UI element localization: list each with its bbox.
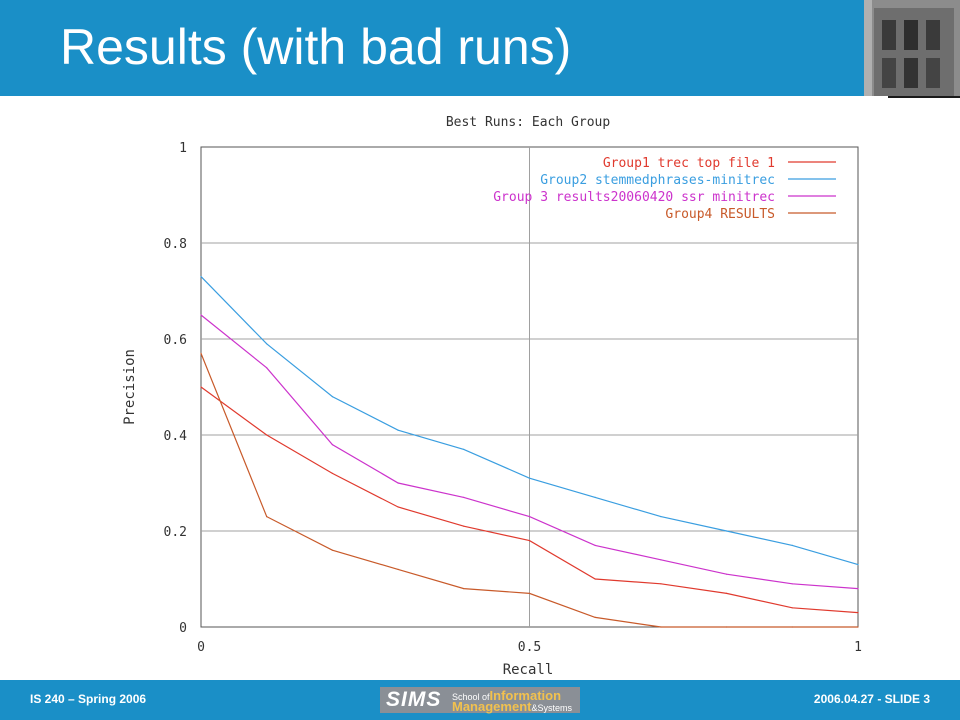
series-4-point — [791, 626, 793, 628]
series-1-point — [791, 607, 793, 609]
series-layer — [200, 276, 859, 628]
legend-label-4: Group4 RESULTS — [665, 207, 775, 222]
slide-title: Results (with bad runs) — [60, 19, 572, 75]
series-2-point — [791, 544, 793, 546]
y-tick-label: 0.6 — [164, 333, 187, 348]
series-3-point — [528, 516, 531, 518]
series-3-point — [726, 573, 728, 575]
series-3-point — [200, 314, 202, 316]
series-1-point — [594, 578, 596, 580]
y-tick-label: 0 — [179, 621, 187, 636]
series-4-point — [594, 616, 596, 619]
logo-school-of: School of — [452, 692, 490, 702]
series-4-point — [331, 549, 333, 551]
y-axis-label: Precision — [122, 349, 138, 425]
series-4-point — [726, 626, 728, 628]
legend-label-2: Group2 stemmedphrases-minitrec — [540, 173, 775, 188]
precision-recall-chart: Best Runs: Each Group 0 0.2 0.4 0.6 0.8 1 0 0.5… — [122, 115, 862, 678]
series-4-point — [857, 626, 859, 628]
series-1-point — [463, 525, 465, 527]
series-2-point — [200, 276, 202, 278]
series-2-point — [726, 530, 728, 532]
legend-label-1: Group1 trec top file 1 — [603, 156, 775, 171]
series-3-point — [660, 559, 662, 561]
photo-rule — [888, 96, 960, 98]
series-3-point — [791, 583, 793, 585]
series-1-point — [397, 506, 399, 508]
series-2-point — [660, 516, 662, 518]
series-1-point — [857, 612, 859, 614]
y-tick-label: 1 — [179, 141, 187, 156]
series-1-point — [528, 540, 531, 542]
grid-layer — [201, 147, 858, 627]
series-4-point — [266, 516, 268, 518]
series-4-point — [528, 592, 531, 594]
course-label: IS 240 – Spring 2006 — [30, 692, 147, 706]
series-2-point — [331, 396, 333, 398]
chart-title: Best Runs: Each Group — [446, 115, 611, 130]
logo-and-systems: &Systems — [531, 703, 572, 713]
slide-number: 2006.04.27 - SLIDE 3 — [813, 692, 930, 706]
header-bar: Results (with bad runs) — [0, 0, 864, 96]
series-1-point — [200, 386, 202, 388]
tick-layer: 0 0.2 0.4 0.6 0.8 1 0 0.5 1 — [164, 141, 862, 655]
logo-management: Management — [452, 699, 532, 714]
series-3-point — [594, 544, 596, 546]
series-2-point — [463, 448, 465, 450]
series-3-point — [463, 496, 465, 498]
series-1-point — [660, 583, 662, 585]
x-axis-label: Recall — [503, 662, 554, 678]
footer-bar: IS 240 – Spring 2006 SIMS School ofInfor… — [0, 680, 960, 720]
series-3-point — [331, 444, 333, 446]
x-tick-label: 0 — [197, 640, 205, 655]
series-3-point — [397, 482, 399, 484]
y-tick-label: 0.2 — [164, 525, 187, 540]
legend: Group1 trec top file 1 Group2 stemmedphra… — [493, 156, 836, 222]
series-1-point — [726, 592, 728, 594]
series-1-point — [266, 434, 268, 436]
series-2-point — [397, 429, 399, 431]
series-2-point — [528, 477, 531, 479]
series-2-point — [857, 564, 859, 566]
series-2-point — [594, 496, 596, 498]
series-1-point — [331, 472, 333, 474]
logo-line-2: Management&Systems — [452, 698, 572, 716]
legend-label-3: Group 3 results20060420 ssr minitrec — [493, 190, 775, 205]
series-3-point — [266, 367, 268, 369]
logo-line-1: School ofInformation — [452, 687, 561, 705]
series-4-point — [660, 626, 662, 628]
building-photo — [864, 0, 960, 96]
sims-logo: SIMS School ofInformation Management&Sys… — [380, 687, 580, 716]
logo-information: Information — [489, 688, 562, 703]
series-4-point — [200, 352, 202, 354]
y-tick-label: 0.4 — [164, 429, 188, 444]
series-2-point — [266, 343, 268, 345]
series-3-point — [857, 588, 859, 590]
x-tick-label: 1 — [854, 640, 862, 655]
series-4-point — [397, 568, 399, 570]
chart-area: Best Runs: Each Group 0 0.2 0.4 0.6 0.8 1 0 0.5… — [110, 104, 870, 684]
series-4-point — [463, 588, 465, 590]
logo-sims-text: SIMS — [386, 688, 442, 711]
y-tick-label: 0.8 — [164, 237, 187, 252]
x-tick-label: 0.5 — [518, 640, 541, 655]
